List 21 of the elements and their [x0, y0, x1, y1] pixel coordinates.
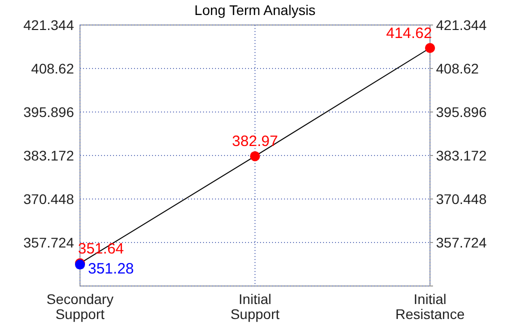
- y-tick-label: 370.448: [23, 191, 74, 207]
- y-tick-label: 395.896: [23, 104, 74, 120]
- y2-tick-label: 383.172: [436, 148, 487, 164]
- chart-title: Long Term Analysis: [194, 2, 316, 18]
- point: [250, 151, 260, 162]
- data-label: 382.97: [232, 133, 278, 150]
- y2-tick-label: 408.62: [436, 60, 480, 76]
- y-tick-label: 408.62: [31, 60, 74, 76]
- y-tick-label: 357.724: [23, 234, 74, 250]
- point: [425, 42, 435, 53]
- y2-tick-label: 395.896: [436, 104, 487, 120]
- data-label: 351.28: [88, 260, 134, 278]
- y-tick-label: 421.344: [23, 17, 74, 33]
- x-tick-label: Secondary Support: [46, 291, 114, 322]
- y2-tick-label: 421.344: [436, 17, 487, 33]
- y2-tick-label: 357.724: [436, 234, 487, 250]
- x-tick-label: Initial Support: [230, 291, 280, 322]
- x-tick-label: Initial Resistance: [395, 291, 465, 322]
- y2-tick-label: 370.448: [436, 191, 487, 207]
- data-label: 414.62: [386, 24, 432, 42]
- y-tick-label: 383.172: [23, 148, 74, 164]
